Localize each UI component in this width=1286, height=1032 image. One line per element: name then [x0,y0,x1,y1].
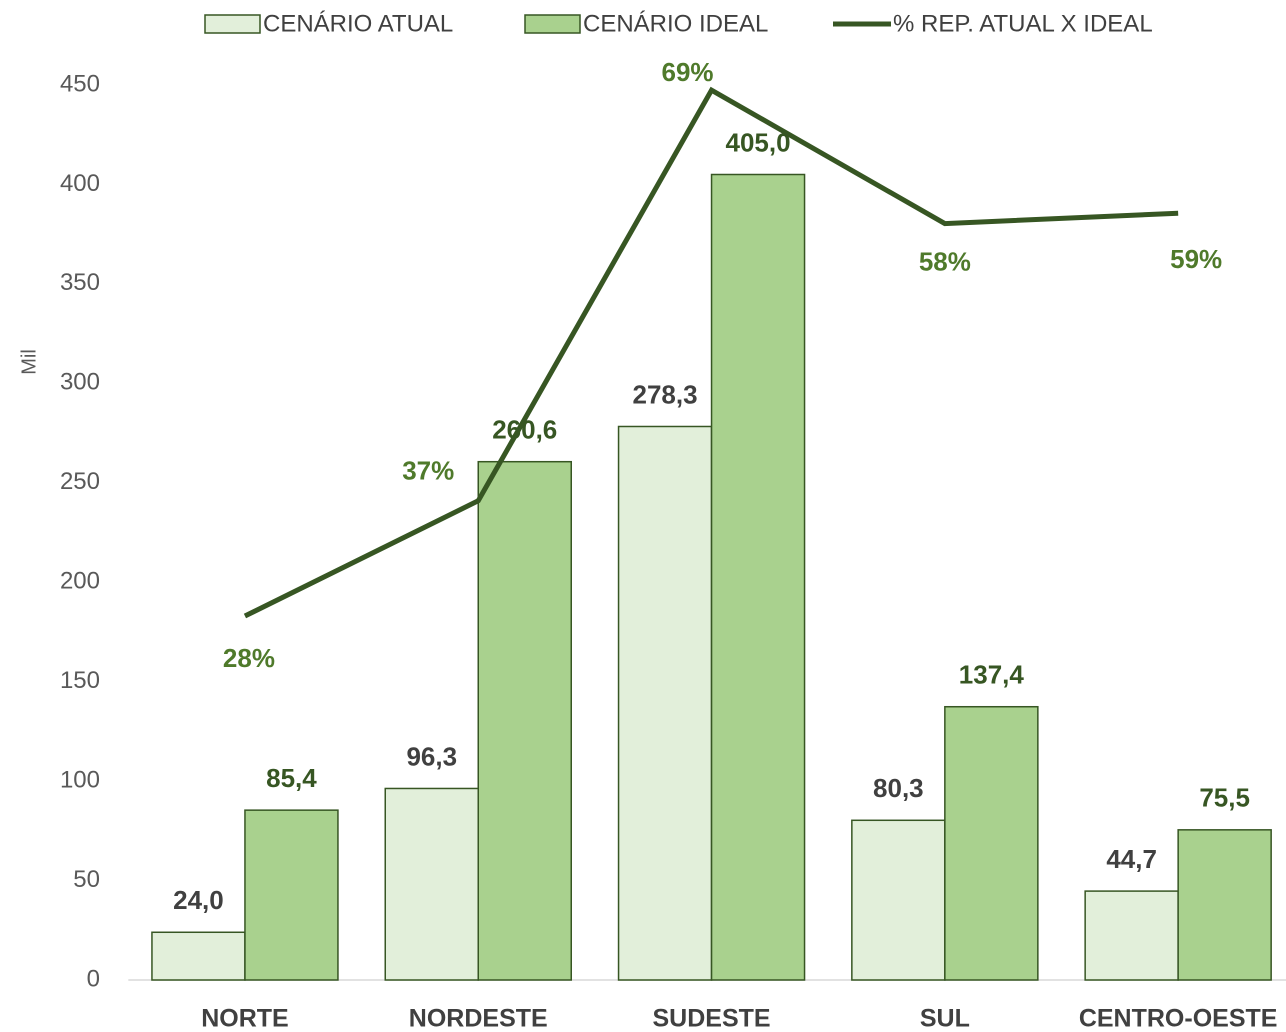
x-tick-label: NORDESTE [409,1005,548,1032]
y-tick-label: 450 [60,70,100,97]
bar [1177,829,1272,981]
bar [851,819,946,981]
line-label: 58% [919,246,971,276]
x-tick-label: NORTE [201,1005,289,1032]
bar [710,173,806,981]
legend-swatch [204,14,261,34]
legend-label: CENÁRIO ATUAL [263,10,453,37]
line-label: 69% [662,57,714,87]
y-tick-label: 100 [60,766,100,793]
data-label: 278,3 [633,379,698,409]
line [243,86,1179,619]
bar [944,705,1039,981]
y-tick-label: 350 [60,269,100,296]
line-label: 59% [1170,244,1222,274]
y-tick-label: 250 [60,468,100,495]
y-tick-label: 300 [60,369,100,396]
x-tick-label: CENTRO-OESTE [1079,1005,1278,1032]
legend-label: CENÁRIO IDEAL [583,10,768,37]
data-label: 85,4 [266,763,317,793]
line-label: 28% [223,643,275,673]
bar [1084,890,1179,981]
bar [384,787,479,981]
data-label: 44,7 [1106,844,1157,874]
line-label: 37% [402,456,454,486]
x-tick-label: SUL [920,1005,970,1032]
y-tick-label: 0 [87,965,100,992]
data-label: 137,4 [959,660,1025,690]
data-label: 24,0 [173,885,224,915]
bar [617,425,713,981]
y-tick-label: 400 [60,170,100,197]
y-axis-label: Mil [18,349,40,375]
data-label: 80,3 [873,773,924,803]
bar [151,931,246,981]
y-tick-label: 150 [60,667,100,694]
legend-label: % REP. ATUAL X IDEAL [893,10,1153,37]
bar [477,460,572,981]
y-tick-label: 200 [60,568,100,595]
data-label: 96,3 [406,741,457,771]
legend-swatch [524,14,581,34]
y-tick-label: 50 [73,866,100,893]
x-tick-label: SUDESTE [653,1005,771,1032]
bar [244,809,339,981]
data-label: 75,5 [1199,783,1250,813]
data-label: 405,0 [726,127,791,157]
